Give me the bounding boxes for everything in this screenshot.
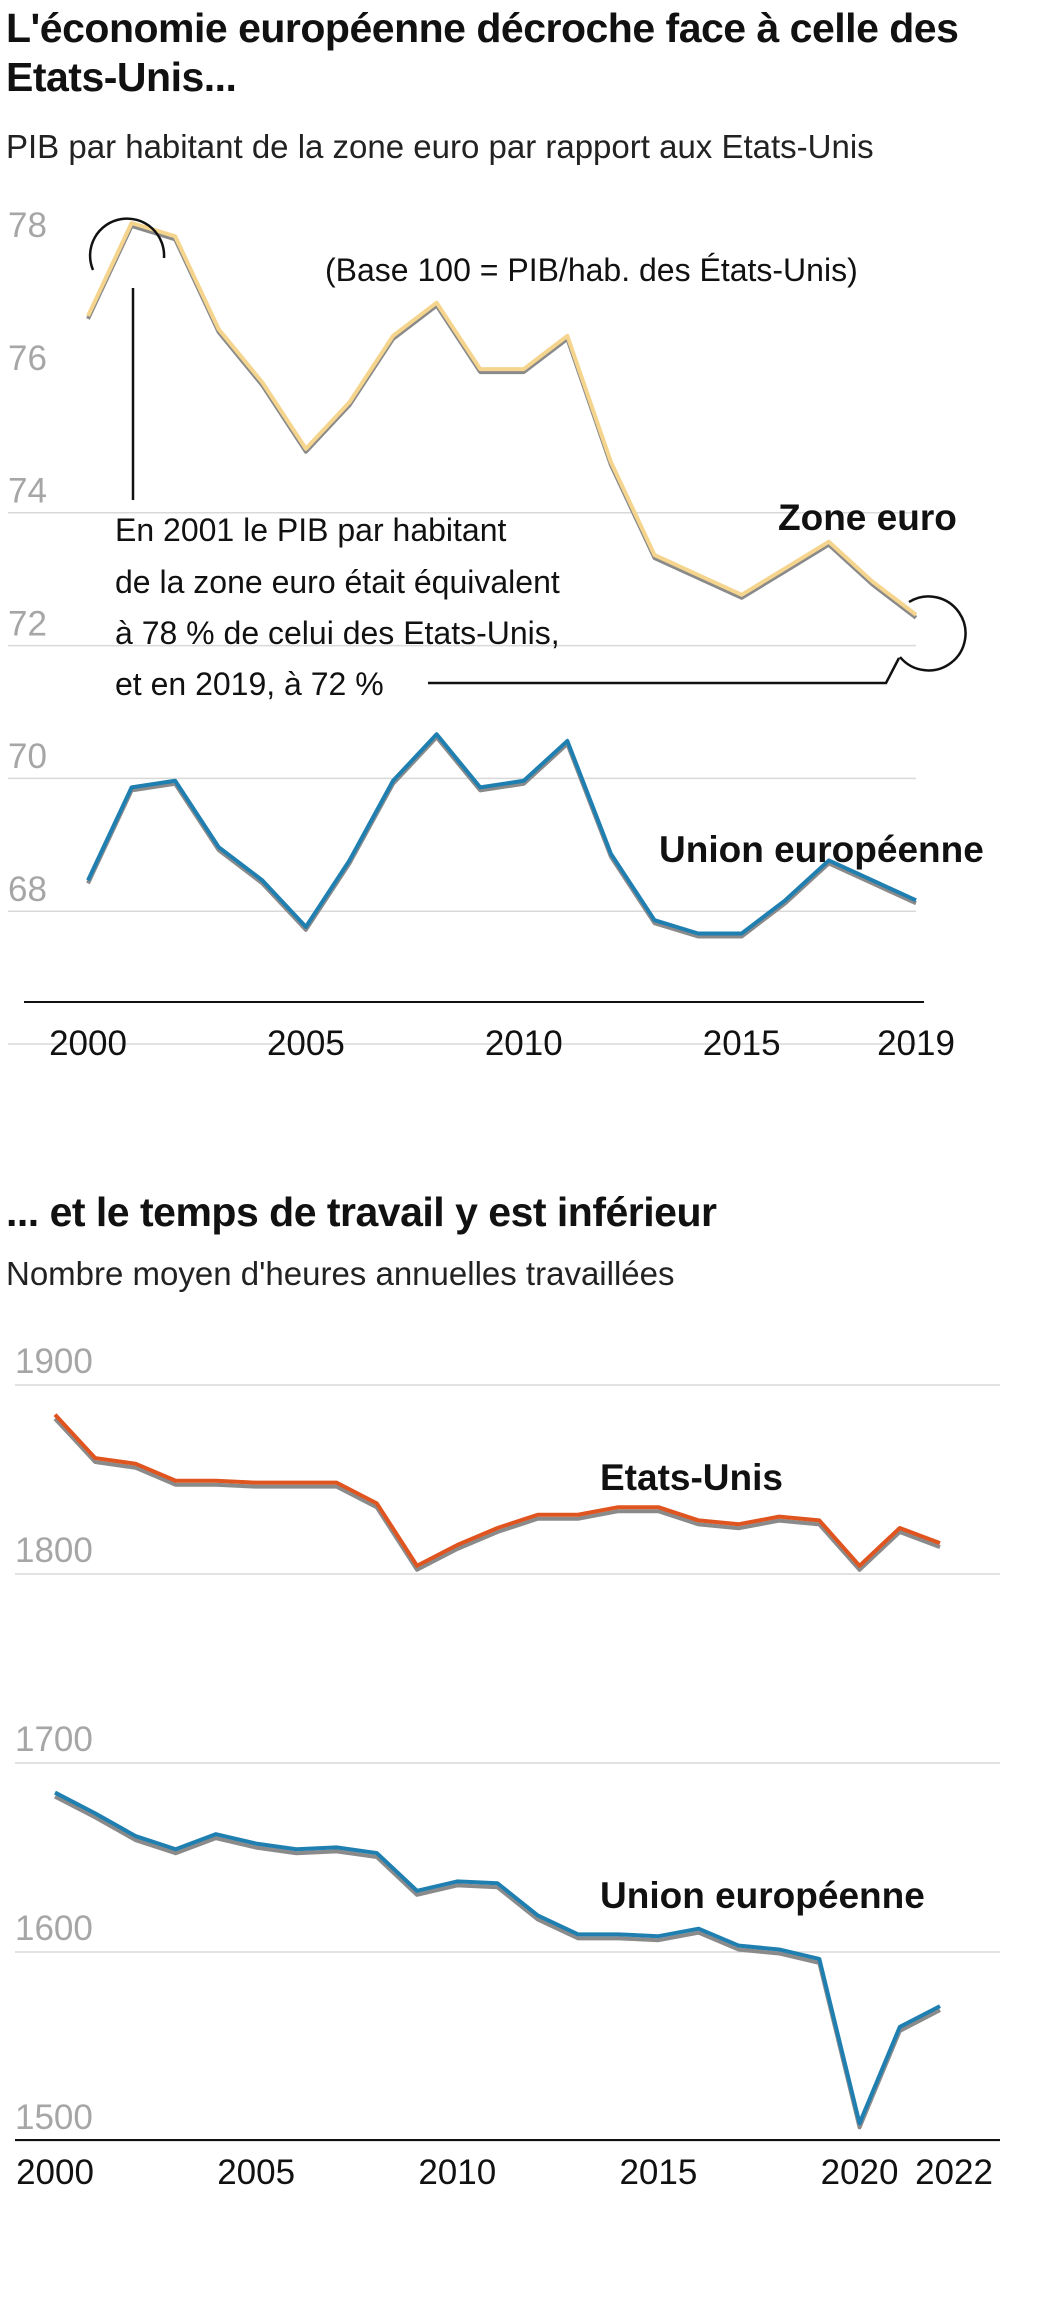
chart2-title: ... et le temps de travail y est inférie… <box>6 1189 717 1235</box>
base-note: (Base 100 = PIB/hab. des États-Unis) <box>325 252 858 288</box>
y-tick-label: 72 <box>8 604 47 643</box>
gdp-chart: 78 76 74 72 70 68 2000 2005 2010 2015 2019 (Base … <box>8 206 984 1063</box>
y-tick-label: 1900 <box>15 1342 93 1381</box>
y-tick-label: 1500 <box>15 2098 93 2137</box>
y-tick-label: 76 <box>8 339 47 378</box>
x-tick-label: 2000 <box>49 1024 127 1063</box>
y-tick-label: 70 <box>8 737 47 776</box>
annotation-circle-2001 <box>88 217 166 500</box>
chart2-subtitle: Nombre moyen d'heures annuelles travaill… <box>6 1255 675 1292</box>
y-tick-label: 74 <box>8 472 47 511</box>
annotation-line-4: et en 2019, à 72 % <box>115 666 384 702</box>
line-us <box>53 1413 941 1568</box>
x-tick-label: 2015 <box>619 2153 697 2192</box>
x-tick-label: 2005 <box>267 1024 345 1063</box>
x-tick-label: 2022 <box>915 2153 993 2192</box>
y-tick-label: 78 <box>8 206 47 245</box>
x-tick-label: 2000 <box>16 2153 94 2192</box>
series-label-us: Etats-Unis <box>600 1457 783 1498</box>
x-tick-label: 2019 <box>877 1024 955 1063</box>
series-shadow <box>86 735 917 939</box>
annotation-line-2: de la zone euro était équivalent <box>115 564 560 600</box>
line-ue-hours <box>54 1790 941 2126</box>
annotation-line-1: En 2001 le PIB par habitant <box>115 512 507 548</box>
series-label-ue-hours: Union européenne <box>600 1875 925 1916</box>
series-shadow <box>53 1417 941 1572</box>
x-tick-label: 2010 <box>485 1024 563 1063</box>
y-tick-label: 1700 <box>15 1720 93 1759</box>
line-ue <box>86 732 917 936</box>
y-tick-label: 68 <box>8 870 47 909</box>
line-zone-euro <box>86 221 918 617</box>
chart1-subtitle: PIB par habitant de la zone euro par rap… <box>6 128 874 165</box>
x-tick-label: 2015 <box>703 1024 781 1063</box>
x-tick-label: 2010 <box>418 2153 496 2192</box>
x-tick-label: 2020 <box>821 2153 899 2192</box>
annotation-circle-2019 <box>428 595 967 685</box>
y-tick-label: 1800 <box>15 1531 93 1570</box>
y-tick-label: 1600 <box>15 1909 93 1948</box>
annotation-line-3: à 78 % de celui des Etats-Unis, <box>115 615 560 651</box>
chart1-title: L'économie européenne décroche face à ce… <box>6 5 959 100</box>
x-tick-label: 2005 <box>217 2153 295 2192</box>
series-shadow <box>54 1794 941 2130</box>
series-label-ue: Union européenne <box>659 829 984 870</box>
series-label-zone-euro: Zone euro <box>778 497 957 538</box>
